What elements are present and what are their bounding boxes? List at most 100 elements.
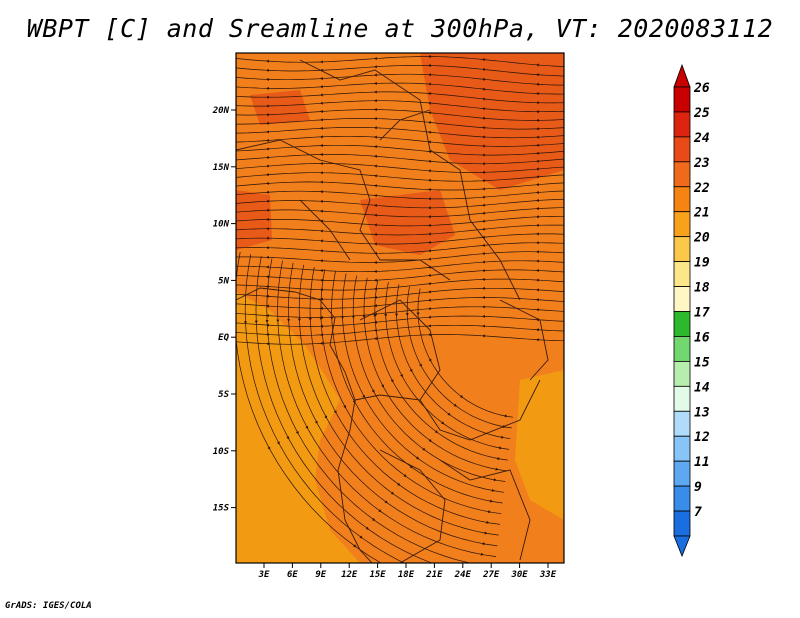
streamline-arrow [477,574,480,577]
streamline-arrow [428,290,431,294]
streamline-arrow [374,223,377,227]
colorbar-swatch [673,510,691,537]
streamline-arrow [359,535,363,539]
streamline [236,287,564,300]
colorbar-label: 21 [693,206,710,221]
streamline-arrow [428,324,431,328]
streamline [352,275,506,482]
streamline-arrow [428,120,431,125]
streamline-arrow [286,436,290,440]
streamline [266,258,472,563]
streamline-arrow [482,58,485,62]
streamline-arrow [453,403,457,407]
streamline-arrow [394,313,399,317]
streamline-arrow [428,232,431,236]
streamline-arrow [390,379,394,383]
streamline-arrow [428,150,431,154]
streamline-arrow [428,315,431,319]
streamline-arrow [536,135,539,139]
streamline-arrow [536,190,539,194]
streamline-arrow [500,435,504,439]
streamline-arrow [320,306,323,310]
streamline-arrow [381,384,384,388]
hot-zone-northeast [420,53,564,190]
streamline-arrow [495,467,499,471]
streamline-arrow [266,59,269,63]
streamline-arrow [374,269,377,273]
colorbar-label: 25 [693,106,710,121]
streamline-arrow [266,95,269,99]
streamline-arrow [428,240,431,244]
cool-east-coast-patch [515,370,564,520]
streamline-arrow [428,273,431,277]
streamline-arrow [482,97,485,101]
streamline-arrow [374,242,377,246]
streamline-arrow [266,304,269,308]
streamline-arrow [486,520,490,524]
streamline-arrow [482,252,485,256]
streamline [236,242,564,254]
streamline [236,260,564,273]
streamline-arrow [266,113,269,117]
streamline-arrow [266,199,269,203]
streamline [236,224,564,236]
streamline-arrow [419,363,422,367]
streamline-arrow [320,171,323,175]
streamline-arrow [320,341,323,345]
streamline [363,277,507,472]
streamlines [236,55,564,577]
colorbar-swatch [673,410,691,437]
colorbar-swatch [673,136,691,163]
streamline-arrow [428,438,432,442]
streamline-arrow [362,394,365,399]
streamline-arrow [482,107,485,111]
lat-tick-label: 10S [213,447,230,457]
streamline-arrow [428,257,431,261]
streamline-arrow [266,190,269,194]
streamline-arrow [266,77,269,81]
streamline-arrow [493,478,497,482]
colorbar-swatch [673,360,691,387]
colorbar-label: 12 [694,430,710,445]
streamline-arrow [536,101,539,105]
streamline-arrow [308,317,312,321]
streamline-arrow [428,101,431,105]
streamline-arrow [374,99,377,103]
streamline [236,269,564,282]
streamline-arrow [434,430,439,433]
streamline-arrow [428,140,431,144]
streamline-arrow [536,198,539,202]
streamline-arrow [428,358,432,362]
streamline-arrow [480,552,484,556]
lat-tick-label: 5S [218,390,229,400]
streamline-arrow [351,315,355,319]
streamline-arrow [374,135,377,139]
streamline-arrow [499,446,503,450]
streamline-arrow [428,197,431,201]
streamline [298,264,499,536]
colorbar-label: 20 [693,231,710,246]
streamline-arrow [497,456,501,460]
streamline-arrow [482,243,485,247]
streamline [331,271,503,504]
lat-tick-label: EQ [218,333,229,343]
streamline-arrow [320,269,323,273]
streamline-arrow [536,92,539,96]
streamline [236,172,564,182]
streamline-arrow [266,236,269,240]
streamline-arrow [378,509,382,513]
streamline [236,315,564,327]
lon-tick-label: 21E [425,570,443,580]
streamline-arrow [536,298,539,302]
streamline-arrow [428,178,431,182]
streamline-arrow [297,318,301,322]
streamline-arrow [320,126,323,130]
streamline-arrow [536,82,539,86]
streamline-arrow [362,315,366,319]
streamline-arrow [266,155,269,159]
colorbar-label: 19 [694,256,710,271]
streamline-arrow [374,174,377,178]
streamline [236,181,564,191]
streamline-arrow [374,154,377,158]
streamline-arrow [484,531,488,535]
